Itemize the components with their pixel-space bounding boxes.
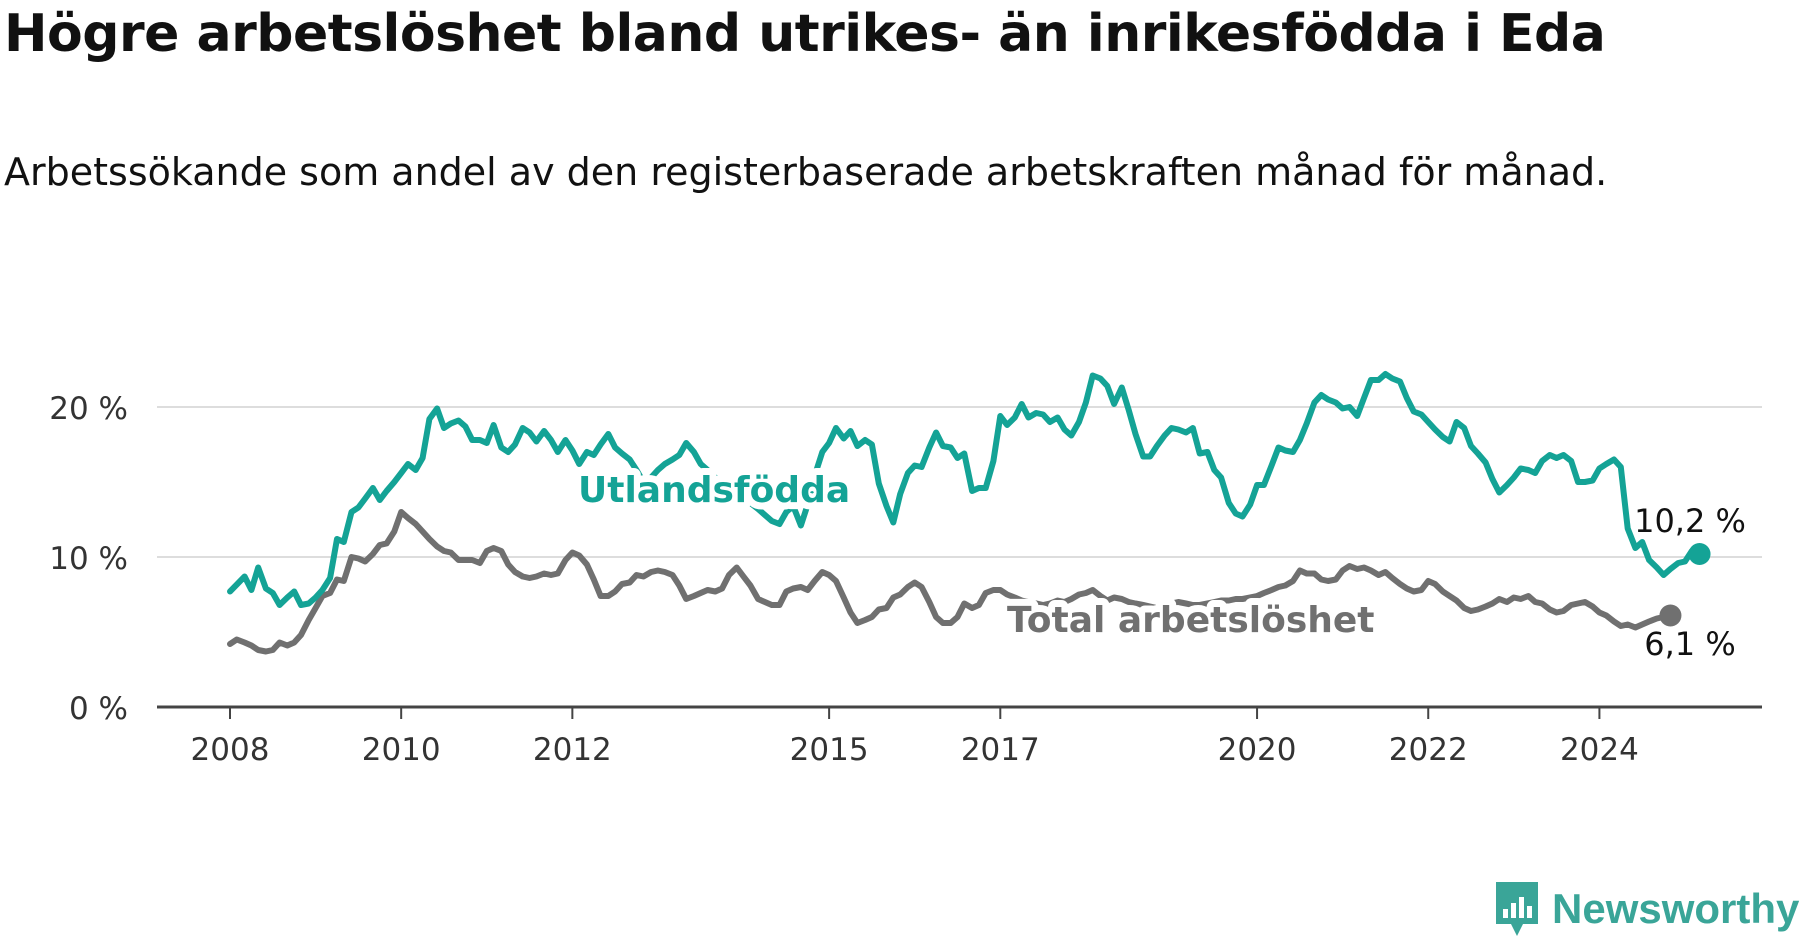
x-tick-label: 2012 (533, 732, 612, 768)
utlandsfodda-line (227, 371, 1703, 608)
total-end-value: 6,1 % (1644, 625, 1735, 663)
utlandsfodda-end-value: 10,2 % (1634, 502, 1746, 540)
total-end-dot (1659, 604, 1682, 627)
utlandsfodda-label: Utlandsfödda (578, 470, 850, 511)
y-tick-label: 0 % (69, 691, 128, 727)
x-tick-label: 2024 (1560, 732, 1639, 768)
x-tick-label: 2010 (362, 732, 441, 768)
newsworthy-bar-chart-icon (1496, 882, 1538, 936)
chart-subtitle: Arbetssökande som andel av den registerb… (4, 150, 1608, 194)
y-tick-label: 10 % (49, 541, 128, 577)
x-tick-label: 2022 (1389, 732, 1468, 768)
utlandsfodda-end-dot (1688, 543, 1711, 565)
x-axis: 2008 2010 2012 2015 2017 2020 2022 2024 (157, 705, 1762, 768)
x-tick-label: 2015 (790, 732, 869, 768)
x-tick-label: 2017 (961, 732, 1040, 768)
chart-title: Högre arbetslöshet bland utrikes- än inr… (4, 4, 1606, 64)
y-axis-ticks: 0 % 10 % 20 % (49, 391, 128, 727)
logo-text: Newsworthy (1552, 885, 1800, 932)
gridlines (157, 406, 1762, 558)
newsworthy-logo: Newsworthy (1492, 878, 1799, 940)
x-tick-label: 2008 (191, 732, 270, 768)
total-line (227, 509, 1674, 655)
series-lines (227, 371, 1711, 655)
x-tick-label: 2020 (1218, 732, 1297, 768)
total-arbetsloshet-label: Total arbetslöshet (1007, 600, 1375, 641)
series-labels: Utlandsfödda Total arbetslöshet 10,2 % 6,1 … (571, 463, 1750, 667)
y-tick-label: 20 % (49, 391, 128, 427)
